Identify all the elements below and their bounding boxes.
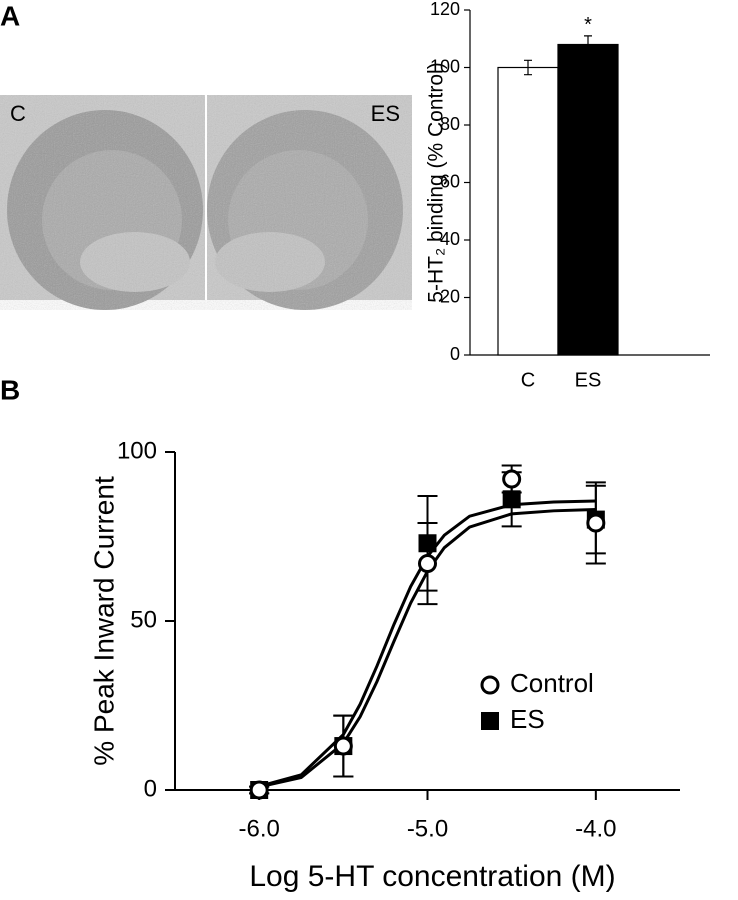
error-bar: [524, 59, 532, 76]
y-tick-label: 20: [440, 286, 460, 306]
legend-marker: [481, 712, 499, 730]
y-axis-label: % Peak Inward Current: [88, 476, 119, 766]
y-tick-label: 120: [430, 0, 460, 19]
y-axis-label: 5-HT₂ binding (% Control): [425, 62, 448, 302]
image-divider: [205, 95, 207, 300]
y-tick-label: 80: [440, 114, 460, 134]
data-point: [418, 534, 437, 553]
y-tick-label: 60: [440, 171, 460, 191]
error-bar: [584, 35, 592, 54]
x-tick-label: -5.0: [407, 815, 448, 842]
data-point: [249, 780, 269, 800]
x-axis-label: Log 5-HT concentration (M): [249, 860, 615, 893]
y-tick-label: 50: [130, 606, 157, 633]
x-tick-label: ES: [575, 369, 602, 391]
image-label: ES: [371, 101, 400, 126]
annotation: *: [584, 14, 592, 36]
data-point: [586, 513, 606, 533]
y-tick-label: 40: [440, 229, 460, 249]
x-tick-label: C: [521, 369, 535, 391]
y-tick-label: 100: [117, 437, 157, 464]
panel-label: B: [0, 374, 20, 405]
legend-marker: [480, 675, 500, 695]
data-point: [333, 736, 353, 756]
image-label: C: [10, 101, 26, 126]
x-tick-label: -4.0: [575, 815, 616, 842]
legend-label: Control: [510, 668, 594, 698]
bar: [557, 43, 619, 356]
x-tick-label: -6.0: [238, 815, 279, 842]
y-tick-label: 100: [430, 56, 460, 76]
bar: [497, 66, 559, 356]
legend-label: ES: [510, 704, 545, 734]
y-tick-label: 0: [450, 344, 460, 364]
y-tick-label: 0: [144, 775, 157, 802]
data-point: [502, 490, 521, 509]
data-point: [502, 469, 522, 489]
panel-label: A: [0, 0, 20, 31]
data-point: [418, 554, 437, 574]
